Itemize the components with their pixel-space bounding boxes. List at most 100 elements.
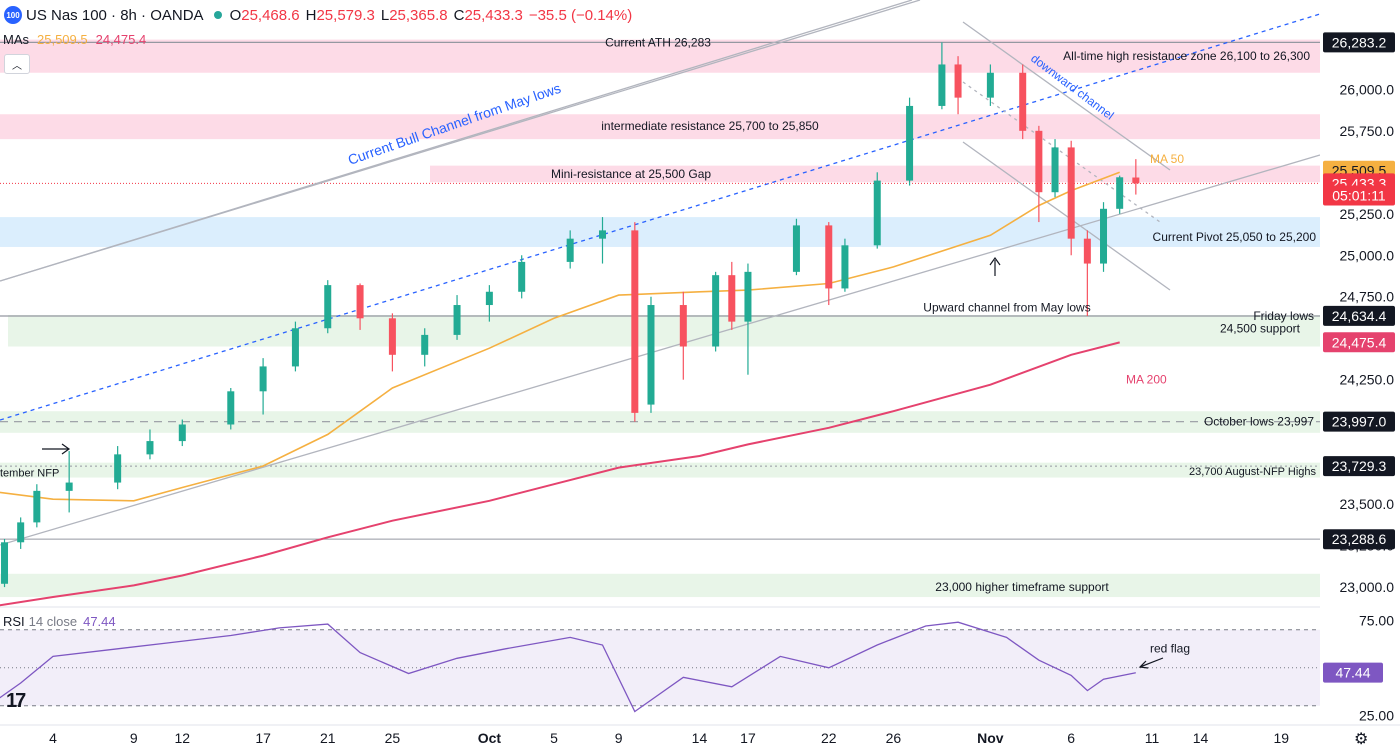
right-arrow-icon — [42, 443, 71, 455]
zone-resistance-1[interactable] — [0, 114, 1320, 140]
candle[interactable] — [453, 295, 461, 340]
candle-body — [679, 305, 687, 347]
candle[interactable] — [518, 255, 526, 299]
red-flag-label[interactable]: red flag — [1150, 642, 1190, 656]
time-tick-label: 12 — [175, 730, 191, 746]
zone-pivot-3[interactable] — [0, 217, 1320, 247]
candle[interactable] — [647, 296, 655, 413]
candle[interactable] — [65, 451, 73, 513]
candle[interactable] — [906, 97, 914, 186]
candle[interactable] — [954, 56, 962, 115]
price-axis-label[interactable]: 05:01:11 — [1323, 185, 1395, 206]
ma200-label[interactable]: MA 200 — [1126, 373, 1167, 387]
high-value: 25,579.3 — [316, 6, 375, 24]
candle[interactable] — [744, 263, 752, 375]
candle[interactable] — [873, 172, 881, 249]
price-axis-label-text: 05:01:11 — [1332, 188, 1386, 204]
candle[interactable] — [986, 64, 994, 106]
zone-resistance-2[interactable] — [430, 165, 1320, 183]
october-lows-label[interactable]: October lows 23,997 — [1204, 415, 1314, 429]
candle[interactable] — [728, 261, 736, 330]
candle[interactable] — [1132, 159, 1140, 195]
candle[interactable] — [1100, 202, 1108, 272]
price-axis-label[interactable]: 23,997.0 — [1323, 411, 1395, 432]
tradingview-logo[interactable]: 17 — [6, 690, 26, 712]
support-24500-label[interactable]: 24,500 support — [1220, 321, 1301, 335]
price-axis-label[interactable]: 24,634.4 — [1323, 305, 1395, 326]
candle[interactable] — [146, 429, 154, 460]
candle[interactable] — [324, 280, 332, 334]
candle[interactable] — [938, 42, 946, 110]
pivot-label[interactable]: Current Pivot 25,050 to 25,200 — [1153, 230, 1317, 244]
upward-channel-label[interactable]: Upward channel from May lows — [923, 301, 1090, 315]
price-axis-label-bg — [1323, 332, 1395, 353]
time-tick-label: 9 — [615, 730, 623, 746]
candle[interactable] — [1035, 125, 1043, 223]
zone-support-6[interactable] — [0, 462, 1320, 478]
timeframe-support-label[interactable]: 23,000 higher timeframe support — [935, 580, 1109, 594]
candle-body — [1, 542, 9, 584]
price-axis-label[interactable]: 24,475.4 — [1323, 332, 1395, 353]
bull-channel-midline[interactable] — [0, 13, 1321, 421]
zone-resistance-0[interactable] — [0, 39, 1320, 73]
candle[interactable] — [114, 446, 122, 490]
candle[interactable] — [679, 291, 687, 380]
candle[interactable] — [1, 538, 9, 588]
candle[interactable] — [33, 484, 41, 528]
candle[interactable] — [792, 218, 800, 276]
rsi-line[interactable] — [0, 621, 1136, 713]
price-axis[interactable] — [1320, 0, 1400, 751]
candle-body — [1035, 130, 1043, 193]
candle-body — [986, 72, 994, 98]
candle[interactable] — [227, 387, 235, 430]
price-tick-label: 25,750.0 — [1340, 123, 1395, 139]
upper-channel-line-2[interactable] — [0, 0, 921, 282]
ma50-label[interactable]: MA 50 — [1150, 152, 1184, 166]
candle[interactable] — [712, 271, 720, 352]
ma50-line[interactable] — [0, 171, 1120, 502]
candle[interactable] — [17, 517, 25, 549]
price-axis-label[interactable]: 23,288.6 — [1323, 529, 1395, 550]
candle[interactable] — [566, 230, 574, 269]
candle[interactable] — [291, 321, 299, 372]
nfp-label[interactable]: tember NFP — [0, 468, 59, 480]
downward-channel-lower[interactable] — [962, 141, 1171, 291]
zone-support-4[interactable] — [8, 314, 1320, 347]
symbol-title[interactable]: US Nas 100 · 8h · OANDA — [26, 6, 204, 24]
downward-channel-mid[interactable] — [962, 81, 1161, 223]
price-axis-label[interactable]: 23,729.3 — [1323, 456, 1395, 477]
intermediate-resistance-label[interactable]: intermediate resistance 25,700 to 25,850 — [601, 119, 819, 133]
settings-gear-icon[interactable]: ⚙ — [1354, 731, 1369, 748]
friday-lows-label[interactable]: Friday lows — [1253, 309, 1314, 323]
candle[interactable] — [259, 358, 267, 415]
price-axis-label[interactable]: 26,283.2 — [1323, 32, 1395, 53]
candle[interactable] — [631, 222, 639, 422]
candle[interactable] — [388, 313, 396, 372]
rsi-label: RSI — [3, 614, 25, 629]
collapse-legend-button[interactable]: ︿ — [4, 54, 30, 74]
candle[interactable] — [178, 419, 186, 447]
candle[interactable] — [421, 328, 429, 367]
candle-body — [1067, 147, 1075, 239]
candle[interactable] — [825, 222, 833, 306]
candle[interactable] — [1116, 175, 1124, 214]
candle[interactable] — [1067, 140, 1075, 256]
downward-channel-upper[interactable] — [962, 21, 1171, 171]
candle[interactable] — [356, 283, 364, 330]
candle[interactable] — [1051, 139, 1059, 198]
upward-channel-line[interactable] — [0, 154, 1321, 546]
ma-legend[interactable]: MAs 25,509.5 24,475.4 — [0, 30, 146, 48]
rsi-legend[interactable]: RSI 14 close 47.44 — [3, 614, 116, 629]
august-nfp-label[interactable]: 23,700 August-NFP Highs — [1189, 466, 1316, 478]
ma200-line[interactable] — [0, 341, 1120, 607]
zone-support-7[interactable] — [0, 573, 1320, 598]
candle[interactable] — [1019, 64, 1027, 140]
candle[interactable] — [599, 217, 606, 264]
mini-resistance-label[interactable]: Mini-resistance at 25,500 Gap — [551, 167, 711, 181]
candle[interactable] — [841, 238, 849, 292]
candle[interactable] — [485, 285, 493, 322]
ath-zone-label[interactable]: All-time high resistance zone 26,100 to … — [1063, 49, 1310, 63]
candle[interactable] — [1083, 230, 1091, 316]
ath-label[interactable]: Current ATH 26,283 — [605, 35, 711, 49]
